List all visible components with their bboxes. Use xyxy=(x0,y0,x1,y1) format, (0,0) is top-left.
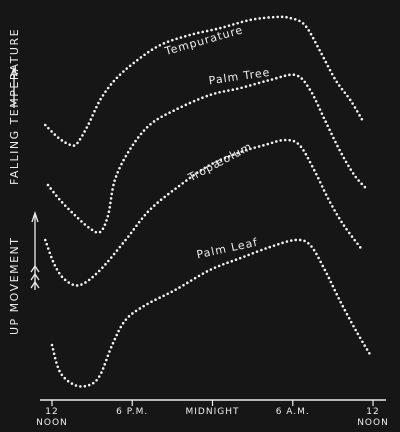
series-label: Tropæolum xyxy=(185,140,254,185)
series-label: Palm Leaf xyxy=(195,236,259,262)
x-tick-label: 12 NOON xyxy=(357,407,389,428)
series-label: Tempurature xyxy=(162,23,244,58)
dotted-curve xyxy=(50,238,372,388)
x-tick-label: 6 P.M. xyxy=(116,407,149,417)
dotted-curve xyxy=(43,138,364,287)
arrows xyxy=(10,66,40,290)
series-label: Palm Tree xyxy=(208,66,271,88)
x-tick-label: MIDNIGHT xyxy=(185,407,240,417)
x-tick-label: 6 A.M. xyxy=(275,407,310,417)
dotted-curve xyxy=(46,73,369,234)
y-label: UP MOVEMENT xyxy=(8,236,21,335)
dotted-curve xyxy=(43,15,364,147)
x-tick-label: 12 NOON xyxy=(36,407,68,428)
